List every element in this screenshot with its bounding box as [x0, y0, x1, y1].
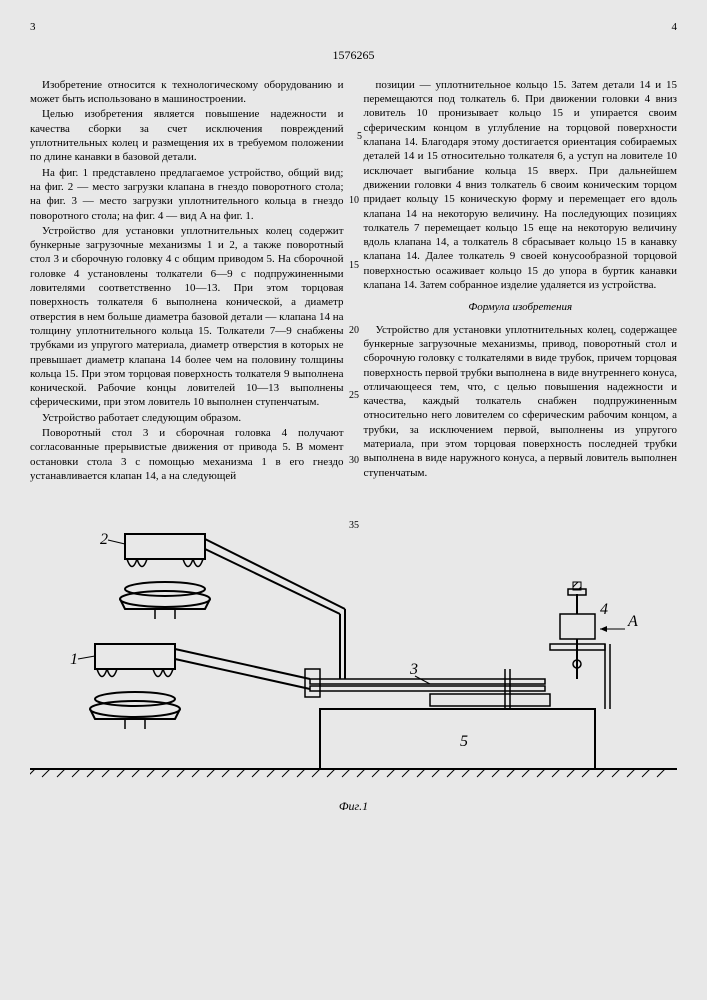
label-2: 2 [100, 531, 108, 548]
page-number-right: 4 [672, 20, 678, 34]
line-marker-25: 25 [345, 389, 359, 402]
document-number: 1576265 [30, 48, 677, 64]
line-marker-10: 10 [345, 194, 359, 207]
figure-label: Фиг.1 [30, 799, 677, 815]
paragraph: Целью изобретения является повышение над… [30, 107, 344, 164]
label-4: 4 [600, 601, 608, 618]
formula-title: Формула изобретения [364, 300, 678, 314]
line-marker-20: 20 [345, 324, 359, 337]
mechanism-2: 2 [100, 531, 345, 679]
mechanism-1: 1 [70, 644, 310, 729]
label-A: А [627, 613, 638, 630]
paragraph: На фиг. 1 представлено предлагаемое устр… [30, 166, 344, 223]
label-1: 1 [70, 651, 78, 668]
paragraph: Поворотный стол 3 и сборочная головка 4 … [30, 426, 344, 483]
label-5: 5 [460, 733, 468, 750]
page-number-left: 3 [30, 20, 36, 34]
paragraph: Устройство работает следующим образом. [30, 411, 344, 425]
paragraph: Устройство для установки уплотнительных … [364, 323, 678, 480]
paragraph: Изобретение относится к технологическому… [30, 78, 344, 107]
line-marker-15: 15 [345, 259, 359, 272]
label-3: 3 [409, 661, 418, 678]
figure-1: 5 3 4 А [30, 514, 677, 794]
left-column: Изобретение относится к технологическому… [30, 78, 344, 484]
right-column: позиции — уплотнительное кольцо 15. Зате… [364, 78, 678, 484]
paragraph: позиции — уплотнительное кольцо 15. Зате… [364, 78, 678, 292]
figure-svg: 5 3 4 А [30, 514, 677, 794]
page-header: 3 4 [30, 20, 677, 34]
line-marker-30: 30 [345, 454, 359, 467]
paragraph: Устройство для установки уплотнительных … [30, 224, 344, 410]
line-marker-5: 5 [348, 130, 362, 143]
